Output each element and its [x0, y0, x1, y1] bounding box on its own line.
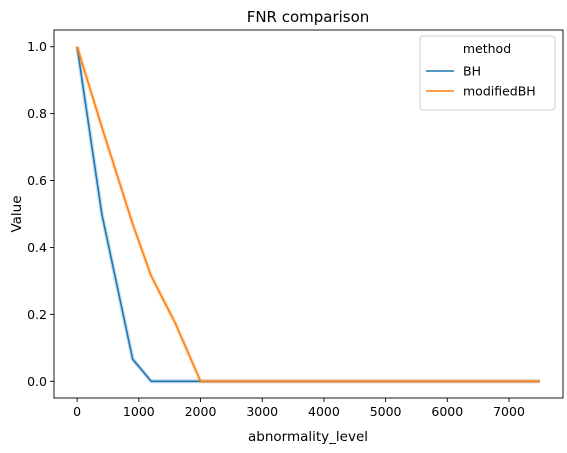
x-tick-label: 6000 — [431, 404, 463, 419]
axes-frame — [53, 29, 564, 399]
x-tick-label: 4000 — [308, 404, 340, 419]
x-axis-ticks: 0 1000 2000 3000 4000 5000 6000 7000 — [73, 398, 525, 419]
legend: method BH modifiedBH — [419, 35, 556, 111]
legend-label-modifiedbh: modifiedBH — [463, 84, 536, 99]
x-axis-label: abnormality_level — [248, 429, 368, 445]
legend-title: method — [463, 41, 511, 56]
y-tick-label: 0.4 — [27, 240, 47, 255]
y-tick-label: 0.6 — [27, 173, 47, 188]
x-tick-label: 0 — [73, 404, 81, 419]
y-tick-label: 0.0 — [27, 374, 47, 389]
x-tick-label: 2000 — [185, 404, 217, 419]
chart-title: FNR comparison — [247, 8, 370, 26]
y-tick-label: 1.0 — [27, 39, 47, 54]
x-tick-label: 3000 — [246, 404, 278, 419]
legend-items: BH modifiedBH — [426, 64, 536, 99]
series-layer — [75, 46, 540, 384]
y-axis-label: Value — [9, 195, 25, 232]
series-line-modifiedbh — [76, 46, 540, 383]
y-axis-ticks: 0.0 0.2 0.4 0.6 0.8 1.0 — [27, 39, 54, 389]
y-tick-label: 0.2 — [27, 307, 47, 322]
legend-label-bh: BH — [463, 64, 481, 79]
x-tick-label: 5000 — [370, 404, 402, 419]
plot-area — [53, 29, 564, 399]
y-tick-label: 0.8 — [27, 106, 47, 121]
x-tick-label: 1000 — [123, 404, 155, 419]
x-tick-label: 7000 — [493, 404, 525, 419]
